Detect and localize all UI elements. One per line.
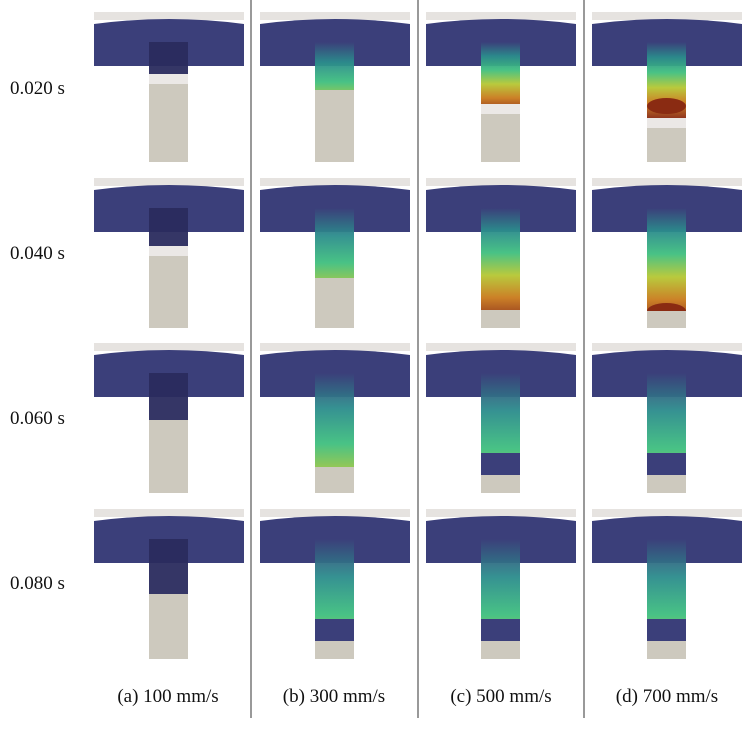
- bed-top-strip: [94, 12, 244, 20]
- time-label-0080: 0.080 s: [10, 573, 65, 594]
- panel-r4-c1: [94, 509, 244, 659]
- piston: [481, 475, 520, 493]
- bed-top-strip: [426, 12, 576, 20]
- panel-r1-c4: [592, 12, 742, 162]
- piston: [149, 256, 188, 328]
- panel-r4-c2: [260, 509, 410, 659]
- bed-top-strip: [94, 343, 244, 351]
- time-label-0060: 0.060 s: [10, 408, 65, 429]
- column-label-a: (a) 100 mm/s: [117, 686, 219, 707]
- piston: [149, 594, 188, 659]
- bed-top-strip: [592, 178, 742, 186]
- bed-top-strip: [260, 343, 410, 351]
- bed-top-strip: [426, 178, 576, 186]
- time-label-0040: 0.040 s: [10, 243, 65, 264]
- panel-r4-c4: [592, 509, 742, 659]
- compacted-zone: [481, 619, 520, 641]
- particle-front: [647, 98, 686, 114]
- piston: [481, 114, 520, 162]
- bed-top-strip: [260, 178, 410, 186]
- compacted-zone: [481, 453, 520, 475]
- bed-top-strip: [592, 12, 742, 20]
- panel-r1-c1: [94, 12, 244, 162]
- panel-r2-c3: [426, 178, 576, 328]
- panel-r2-c4: [592, 178, 742, 328]
- particle-column: [481, 208, 520, 320]
- piston: [315, 278, 354, 328]
- piston: [647, 475, 686, 493]
- panel-r2-c1: [94, 178, 244, 328]
- panel-r1-c2: [260, 12, 410, 162]
- piston-gap: [647, 118, 686, 128]
- compacted-zone: [647, 453, 686, 475]
- bed-top-strip: [94, 509, 244, 517]
- panel-r4-c3: [426, 509, 576, 659]
- piston-gap: [149, 74, 188, 84]
- bed-top-strip: [592, 509, 742, 517]
- piston: [149, 84, 188, 162]
- piston: [647, 128, 686, 162]
- bed-top-strip: [94, 178, 244, 186]
- column-label-b: (b) 300 mm/s: [282, 686, 386, 707]
- piston: [315, 641, 354, 659]
- piston: [481, 310, 520, 328]
- compacted-zone: [315, 619, 354, 641]
- panel-r2-c2: [260, 178, 410, 328]
- piston: [647, 311, 686, 328]
- piston: [149, 420, 188, 493]
- particle-column: [315, 373, 354, 479]
- particle-column: [315, 208, 354, 290]
- bed-top-strip: [592, 343, 742, 351]
- piston: [647, 641, 686, 659]
- panel-r3-c1: [94, 343, 244, 493]
- panel-r3-c4: [592, 343, 742, 493]
- piston: [481, 641, 520, 659]
- panel-r3-c2: [260, 343, 410, 493]
- bed-top-strip: [260, 12, 410, 20]
- piston: [315, 467, 354, 493]
- piston-gap: [149, 246, 188, 256]
- column-label-d: (d) 700 mm/s: [615, 686, 719, 707]
- piston: [315, 90, 354, 162]
- bed-top-strip: [426, 343, 576, 351]
- column-label-c: (c) 500 mm/s: [450, 686, 552, 707]
- bed-top-strip: [426, 509, 576, 517]
- bed-top-strip: [260, 509, 410, 517]
- time-label-0020: 0.020 s: [10, 78, 65, 99]
- piston-gap: [481, 104, 520, 114]
- panel-r3-c3: [426, 343, 576, 493]
- panel-r1-c3: [426, 12, 576, 162]
- compacted-zone: [647, 619, 686, 641]
- particle-column: [481, 42, 520, 112]
